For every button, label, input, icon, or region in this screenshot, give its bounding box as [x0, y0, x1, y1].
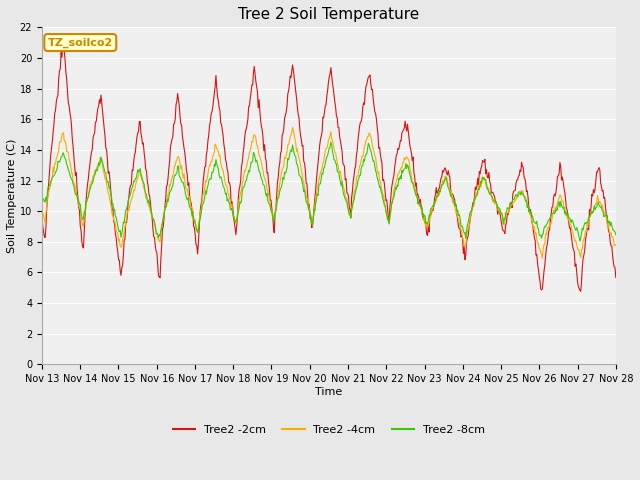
Tree2 -8cm — [38, 192, 46, 198]
Tree2 -4cm — [166, 182, 173, 188]
Tree2 -2cm — [38, 211, 46, 217]
Tree2 -2cm — [577, 288, 584, 294]
Y-axis label: Soil Temperature (C): Soil Temperature (C) — [7, 139, 17, 253]
Tree2 -4cm — [399, 160, 407, 166]
Tree2 -4cm — [538, 255, 546, 261]
Tree2 -8cm — [166, 190, 173, 196]
Tree2 -4cm — [417, 202, 424, 208]
Tree2 -2cm — [108, 207, 116, 213]
Line: Tree2 -2cm: Tree2 -2cm — [42, 46, 616, 291]
Tree2 -4cm — [289, 124, 296, 130]
Tree2 -4cm — [108, 205, 115, 211]
X-axis label: Time: Time — [316, 387, 342, 397]
Title: Tree 2 Soil Temperature: Tree 2 Soil Temperature — [238, 7, 419, 22]
Line: Tree2 -4cm: Tree2 -4cm — [42, 127, 616, 258]
Tree2 -2cm — [166, 144, 174, 150]
Tree2 -8cm — [49, 174, 56, 180]
Tree2 -2cm — [49, 139, 56, 144]
Tree2 -8cm — [108, 192, 115, 198]
Tree2 -8cm — [399, 167, 407, 172]
Tree2 -8cm — [417, 201, 424, 207]
Tree2 -2cm — [399, 127, 407, 133]
Tree2 -8cm — [576, 239, 584, 244]
Tree2 -8cm — [612, 232, 620, 238]
Tree2 -4cm — [38, 206, 46, 212]
Tree2 -2cm — [417, 196, 424, 202]
Tree2 -2cm — [197, 203, 205, 209]
Line: Tree2 -8cm: Tree2 -8cm — [42, 142, 616, 241]
Legend: Tree2 -2cm, Tree2 -4cm, Tree2 -8cm: Tree2 -2cm, Tree2 -4cm, Tree2 -8cm — [168, 420, 490, 439]
Tree2 -4cm — [196, 211, 204, 217]
Tree2 -2cm — [59, 43, 67, 48]
Tree2 -2cm — [612, 275, 620, 280]
Text: TZ_soilco2: TZ_soilco2 — [48, 37, 113, 48]
Tree2 -4cm — [49, 174, 56, 180]
Tree2 -8cm — [327, 139, 335, 145]
Tree2 -8cm — [196, 216, 204, 222]
Tree2 -4cm — [612, 243, 620, 249]
